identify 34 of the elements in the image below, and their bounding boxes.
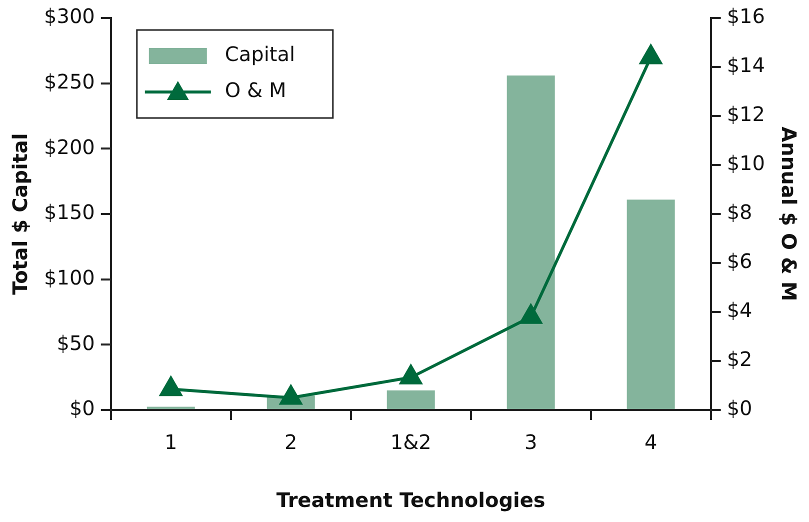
bar (626, 200, 675, 409)
point (280, 385, 302, 405)
bar (506, 75, 555, 409)
x-tick-label: 2 (284, 430, 298, 454)
y-tick-label: $300 (44, 4, 95, 28)
point (160, 376, 182, 396)
y-tick-label: $150 (44, 200, 95, 224)
x-tick-label: 1 (164, 430, 178, 454)
y2-tick-label: $16 (726, 4, 766, 28)
y2-tick-label: $8 (726, 200, 752, 224)
y-tick-label: $250 (44, 70, 95, 94)
point (520, 304, 542, 324)
legend-label: Capital (224, 42, 296, 66)
y2-tick-label: $10 (726, 151, 766, 176)
x-tick-label: 1&2 (390, 430, 432, 454)
y-tick-label: $200 (44, 134, 95, 159)
bar (386, 390, 435, 409)
y2-tick-label: $4 (726, 298, 752, 322)
point (640, 44, 662, 64)
y-tick-label: $100 (44, 266, 95, 290)
y2-tick-label: $14 (726, 53, 766, 78)
legend-label: O & M (224, 78, 286, 102)
y-tick-label: $50 (56, 330, 95, 355)
y-axis-title: Total $ Capital (8, 133, 32, 295)
x-axis-title: Treatment Technologies (276, 488, 546, 512)
y-tick-label: $0 (69, 396, 95, 420)
x-tick-label: 4 (644, 430, 658, 454)
point (400, 364, 422, 384)
y2-tick-label: $6 (726, 249, 752, 274)
y2-tick-label: $0 (726, 396, 752, 420)
y2-tick-label: $2 (726, 347, 752, 372)
y2-axis-title: Annual $ O & M (776, 126, 801, 302)
x-tick-label: 3 (524, 430, 538, 454)
y2-tick-label: $12 (726, 102, 766, 126)
